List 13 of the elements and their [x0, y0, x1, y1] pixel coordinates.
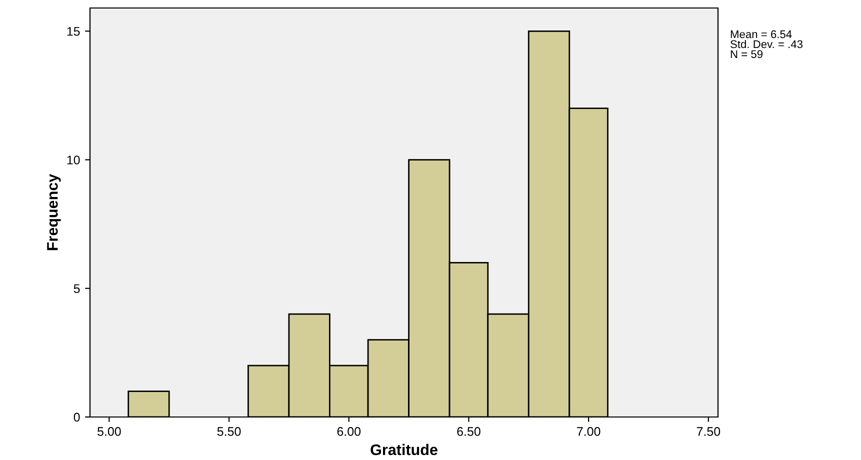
x-tick-label: 5.50 — [217, 427, 241, 436]
y-tick-label: 15 — [67, 27, 80, 36]
x-tick-label: 7.50 — [696, 427, 720, 436]
x-tick-label: 5.00 — [98, 427, 121, 436]
text: Mean = 6.54 Std. Dev. = .43 N = 59 — [730, 30, 802, 58]
x-tick-label: 6.50 — [457, 427, 480, 436]
x-tick-label: 6.00 — [337, 427, 361, 436]
y-tick-label: 0 — [74, 412, 80, 422]
y-axis-title: Frequency — [47, 174, 61, 250]
x-axis-title: Gratitude — [370, 444, 438, 456]
y-tick-label: 5 — [74, 284, 80, 294]
y-tick-label: 10 — [67, 156, 80, 164]
x-tick-label: 7.00 — [577, 427, 600, 436]
